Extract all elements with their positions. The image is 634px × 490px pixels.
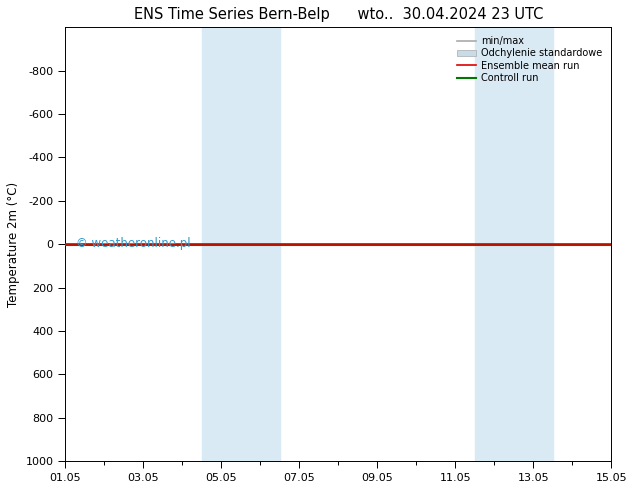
- Legend: min/max, Odchylenie standardowe, Ensemble mean run, Controll run: min/max, Odchylenie standardowe, Ensembl…: [453, 32, 606, 87]
- Text: © weatheronline.pl: © weatheronline.pl: [76, 237, 191, 250]
- Y-axis label: Temperature 2m (°C): Temperature 2m (°C): [7, 182, 20, 307]
- Title: ENS Time Series Bern-Belp      wto..  30.04.2024 23 UTC: ENS Time Series Bern-Belp wto.. 30.04.20…: [134, 7, 543, 22]
- Bar: [202, 27, 280, 461]
- Bar: [475, 27, 553, 461]
